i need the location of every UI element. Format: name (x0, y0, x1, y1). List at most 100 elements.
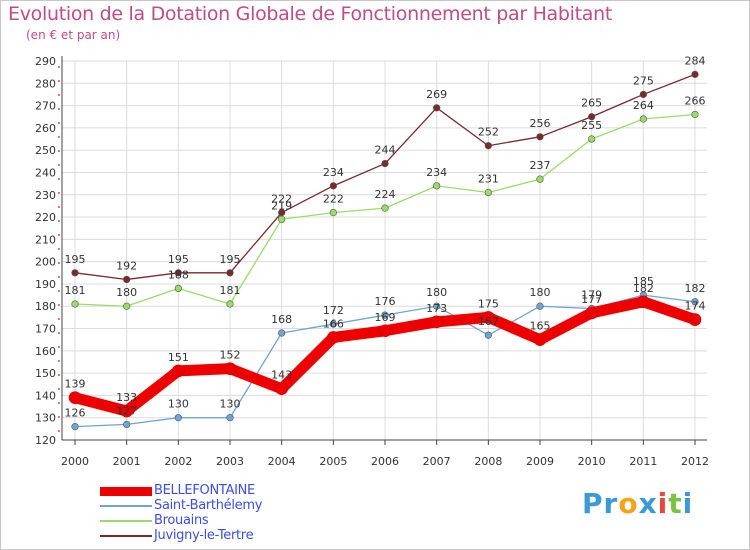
data-label: 127 (116, 404, 137, 417)
series-point-2 (329, 209, 337, 217)
x-tick-label: 2006 (371, 455, 399, 468)
logo-letter: t (668, 487, 683, 520)
data-label: 130 (168, 398, 189, 411)
data-label: 185 (633, 275, 654, 288)
series-point-3 (123, 275, 131, 284)
series-point-2 (433, 182, 441, 190)
series-point-3 (329, 182, 337, 190)
series-point-2 (123, 302, 131, 310)
data-label: 222 (323, 193, 344, 206)
series-point-2 (278, 215, 286, 223)
series-point-3 (433, 104, 441, 112)
data-label: 166 (323, 317, 344, 330)
series-point-1 (226, 414, 234, 422)
series-point-3 (381, 159, 389, 168)
x-tick-label: 2005 (319, 455, 347, 468)
legend-label: Saint-Barthélemy (154, 498, 263, 513)
series-point-0 (482, 311, 495, 324)
series-point-0 (688, 313, 702, 326)
series-point-0 (637, 295, 650, 309)
data-label: 275 (633, 74, 654, 87)
data-label: 133 (116, 391, 137, 404)
data-label: 224 (375, 188, 396, 201)
data-label: 192 (116, 259, 137, 272)
axes (58, 56, 707, 445)
y-tick-label: 170 (35, 323, 56, 336)
data-label: 151 (168, 351, 189, 364)
data-label: 237 (530, 159, 551, 172)
y-tick-labels: 120 130 140 150 160 170 180 190 200 210 220 230 240 2… (35, 55, 56, 447)
series-point-2 (484, 188, 492, 197)
chart-subtitle: (en € et par an) (26, 28, 121, 42)
data-label: 234 (426, 166, 447, 179)
series-point-1 (484, 331, 492, 339)
x-tick-label: 2008 (474, 455, 502, 468)
grid-lines (62, 60, 707, 441)
data-label: 284 (685, 54, 706, 67)
y-tick-label: 270 (35, 100, 56, 113)
data-label: 195 (65, 253, 86, 266)
series-point-1 (433, 302, 441, 310)
y-tick-label: 130 (35, 412, 56, 425)
series-point-2 (536, 175, 544, 183)
x-tick-label: 2009 (526, 455, 554, 468)
x-tick-label: 2011 (629, 455, 657, 468)
series-point-1 (71, 423, 79, 431)
y-tick-label: 290 (35, 55, 56, 68)
data-label: 169 (375, 311, 396, 324)
series-point-1 (174, 414, 182, 422)
legend-swatch (100, 505, 152, 507)
data-label: 165 (530, 320, 551, 333)
data-label: 176 (375, 295, 396, 308)
data-label: 195 (220, 253, 241, 266)
y-tick-label: 150 (35, 367, 56, 380)
data-label: 180 (530, 286, 551, 299)
data-label: 188 (168, 268, 189, 281)
data-label: 182 (685, 282, 706, 295)
legend-label: Juvigny-le-Tertre (154, 528, 254, 543)
data-label: 175 (478, 297, 499, 310)
series-point-3 (484, 142, 492, 150)
data-label: 173 (426, 302, 447, 315)
y-tick-label: 250 (35, 144, 56, 157)
data-label: 195 (168, 253, 189, 266)
series-point-3 (226, 269, 234, 277)
logo-letter: x (638, 487, 658, 520)
chart-title: Evolution de la Dotation Globale de Fonc… (8, 3, 613, 25)
series-point-3 (588, 113, 596, 121)
data-label: 182 (633, 282, 654, 295)
series-point-0 (223, 362, 237, 375)
data-label: 168 (271, 313, 292, 326)
y-tick-label: 260 (35, 122, 56, 135)
y-tick-label: 210 (35, 233, 56, 246)
x-tick-label: 2004 (268, 455, 296, 468)
legend-label: BELLEFONTAINE (154, 483, 255, 498)
x-tick-labels: 2000 2001 2002 2003 2004 2005 2006 2007 2008 2009… (61, 455, 709, 468)
series-point-0 (430, 315, 443, 329)
series-point-2 (381, 204, 389, 212)
series-point-3 (174, 269, 182, 277)
data-label: 269 (426, 88, 447, 101)
series-point-1 (278, 329, 286, 337)
y-tick-label: 140 (35, 389, 56, 402)
data-label: 180 (116, 286, 137, 299)
series-point-1 (536, 302, 544, 310)
data-label: 143 (271, 369, 292, 382)
series-point-2 (174, 284, 182, 293)
data-label: 177 (581, 293, 602, 306)
y-tick-label: 200 (35, 256, 56, 269)
legend-label: Brouains (154, 513, 209, 528)
x-tick-label: 2002 (164, 455, 192, 468)
series-point-0 (275, 382, 288, 396)
series-point-1 (381, 311, 389, 319)
data-label: 234 (323, 166, 344, 179)
series-point-0 (172, 364, 185, 378)
series-point-3 (536, 133, 544, 141)
data-label: 126 (65, 407, 86, 420)
series-point-3 (71, 269, 79, 277)
y-tick-label: 220 (35, 211, 56, 224)
y-tick-label: 180 (35, 300, 56, 313)
logo-letter: i (682, 487, 694, 520)
